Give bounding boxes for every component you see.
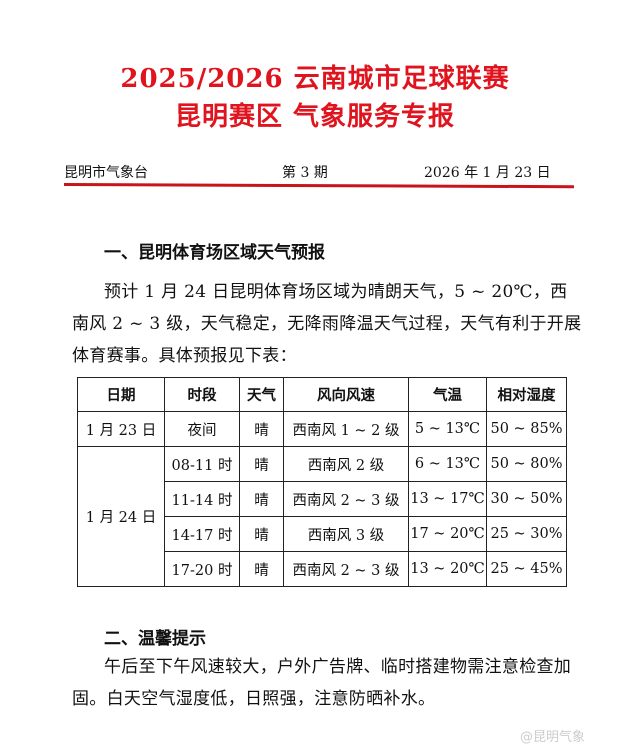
cell-period: 11-14 时 bbox=[164, 481, 240, 517]
cell-period: 17-20 时 bbox=[164, 551, 240, 587]
cell-weather: 晴 bbox=[239, 446, 284, 482]
table-row: 1 月 24 日 08-11 时 晴 西南风 2 级 6 ~ 13℃ 50 ~ … bbox=[77, 446, 567, 587]
table-header-row: 日期 时段 天气 风向风速 气温 相对湿度 bbox=[77, 377, 567, 412]
cell-temp: 17 ~ 20℃ bbox=[408, 516, 487, 552]
cell-weather: 晴 bbox=[239, 516, 284, 552]
title-line-2: 昆明赛区 气象服务专报 bbox=[174, 102, 456, 132]
col-date: 日期 bbox=[77, 377, 165, 412]
watermark: @昆明气象 bbox=[520, 730, 586, 745]
forecast-table: 日期 时段 天气 风向风速 气温 相对湿度 1 月 23 日 夜间 晴 西南风 … bbox=[77, 377, 567, 587]
cell-humidity: 50 ~ 80% bbox=[486, 446, 567, 482]
section1-heading: 一、昆明体育场区域天气预报 bbox=[104, 243, 325, 263]
section1-paragraph: 预计 1 月 24 日昆明体育场区域为晴朗天气，5 ~ 20℃，西南风 2 ~ … bbox=[72, 282, 582, 366]
red-rule bbox=[63, 183, 575, 189]
table-row: 1 月 23 日 夜间 晴 西南风 1 ~ 2 级 5 ~ 13℃ 50 ~ 8… bbox=[77, 411, 567, 447]
cell-temp: 13 ~ 20℃ bbox=[408, 551, 487, 587]
cell-weather: 晴 bbox=[239, 481, 284, 517]
section2-heading: 二、温馨提示 bbox=[104, 629, 206, 649]
cell-date: 1 月 24 日 bbox=[77, 446, 165, 587]
cell-weather: 晴 bbox=[239, 411, 284, 447]
cell-date: 1 月 23 日 bbox=[77, 411, 165, 447]
cell-temp: 13 ~ 17℃ bbox=[408, 481, 487, 517]
section2-paragraph: 午后至下午风速较大，户外广告牌、临时搭建物需注意检查加固。白天空气湿度低，日照强… bbox=[72, 657, 572, 709]
cell-weather: 晴 bbox=[239, 551, 284, 587]
issuer: 昆明市气象台 bbox=[64, 165, 148, 181]
col-period: 时段 bbox=[164, 377, 240, 412]
col-weather: 天气 bbox=[239, 377, 284, 412]
cell-humidity: 50 ~ 85% bbox=[486, 411, 567, 447]
cell-wind: 西南风 2 级 bbox=[283, 446, 409, 482]
cell-period: 夜间 bbox=[164, 411, 240, 447]
cell-humidity: 25 ~ 45% bbox=[486, 551, 567, 587]
issue-date: 2026 年 1 月 23 日 bbox=[424, 165, 551, 181]
table-row: 14-17 时 晴 西南风 3 级 17 ~ 20℃ 25 ~ 30% bbox=[78, 516, 567, 552]
col-temp: 气温 bbox=[408, 377, 487, 412]
cell-humidity: 25 ~ 30% bbox=[486, 516, 567, 552]
table-row: 17-20 时 晴 西南风 2 ~ 3 级 13 ~ 20℃ 25 ~ 45% bbox=[78, 551, 567, 587]
cell-humidity: 30 ~ 50% bbox=[486, 481, 567, 517]
issue-number: 第 3 期 bbox=[282, 165, 328, 181]
cell-period: 14-17 时 bbox=[164, 516, 240, 552]
cell-period: 08-11 时 bbox=[164, 446, 240, 482]
table-row: 11-14 时 晴 西南风 2 ~ 3 级 13 ~ 17℃ 30 ~ 50% bbox=[78, 481, 567, 517]
title-line-1: 2025/2026 云南城市足球联赛 bbox=[120, 64, 510, 94]
col-humidity: 相对湿度 bbox=[486, 377, 567, 412]
col-wind: 风向风速 bbox=[283, 377, 409, 412]
cell-wind: 西南风 3 级 bbox=[283, 516, 409, 552]
cell-temp: 6 ~ 13℃ bbox=[408, 446, 487, 482]
cell-wind: 西南风 2 ~ 3 级 bbox=[283, 551, 409, 587]
cell-wind: 西南风 1 ~ 2 级 bbox=[283, 411, 409, 447]
cell-wind: 西南风 2 ~ 3 级 bbox=[283, 481, 409, 517]
cell-temp: 5 ~ 13℃ bbox=[408, 411, 487, 447]
